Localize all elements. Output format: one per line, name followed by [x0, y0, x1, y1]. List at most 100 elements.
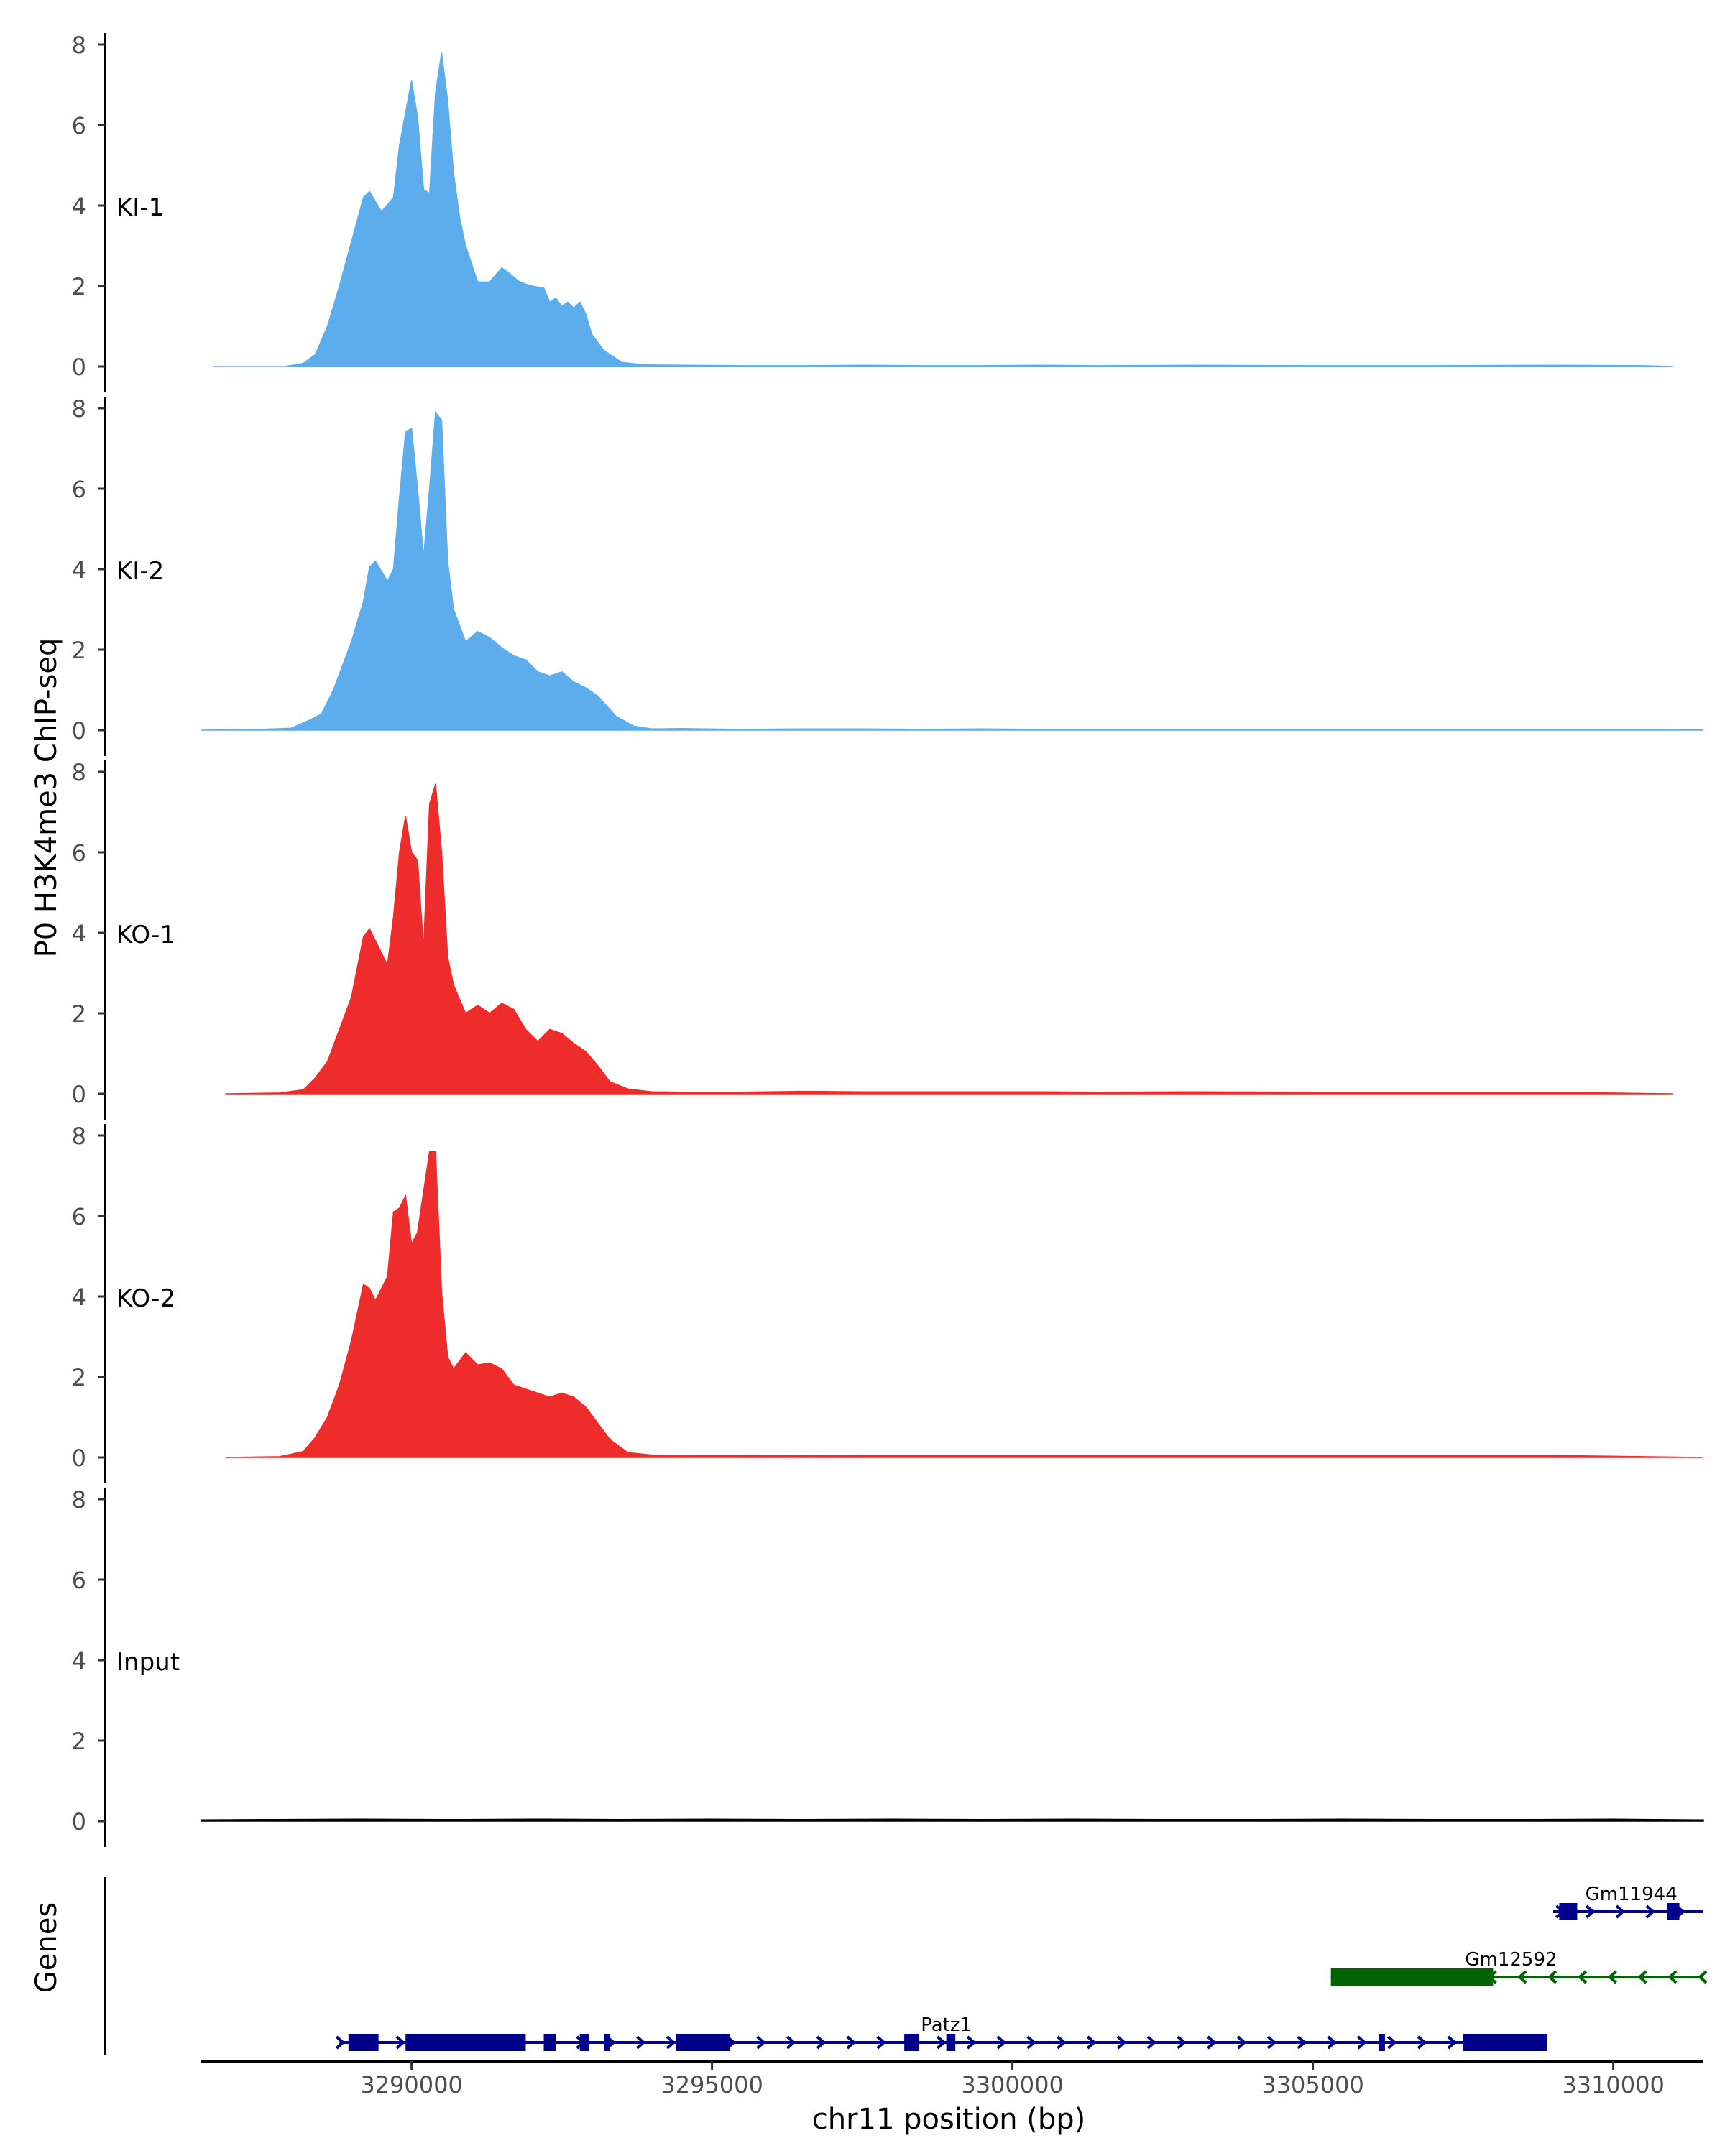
strand-arrow [1146, 2035, 1156, 2050]
strand-arrow [1697, 1970, 1708, 1984]
strand-arrow [1026, 2035, 1036, 2050]
x-tick-label: 3290000 [360, 2071, 463, 2099]
sample-label: KI-2 [116, 557, 164, 586]
track-input: 0 2 4 6 8 Input [72, 1486, 1704, 1847]
strand-arrow [1547, 1970, 1558, 1984]
strand-arrow [1086, 2035, 1097, 2050]
gene-gm12592: Gm12592 [1330, 1949, 1708, 1986]
strand-arrow [515, 2035, 526, 2050]
strand-arrow [876, 2035, 886, 2050]
strand-arrow [1177, 2035, 1187, 2050]
strand-arrow [546, 2035, 556, 2050]
strand-arrow [1607, 1970, 1617, 1984]
track-ki-1: 0 2 4 6 8 KI-1 [72, 32, 1674, 392]
y-tick-label: 8 [72, 395, 86, 423]
strand-arrow [936, 2035, 947, 2050]
signal-tracks: 0 2 4 6 8 KI-1 0 2 4 6 8 KI-2 0 2 4 6 8 KO-1 0 2 4 6 8 KO-2 0 2 4 6… [72, 32, 1704, 1847]
strand-arrow [606, 2035, 616, 2050]
strand-arrow [786, 2035, 796, 2050]
strand-arrow [1487, 1970, 1497, 1984]
strand-arrow [1537, 2035, 1547, 2050]
strand-arrow [966, 2035, 977, 2050]
y-tick-label: 8 [72, 759, 86, 786]
strand-arrow [1645, 1904, 1655, 1919]
y-tick-label: 6 [72, 1567, 86, 1594]
y-tick-label: 0 [72, 1081, 86, 1108]
track-ko-1: 0 2 4 6 8 KO-1 [72, 759, 1674, 1120]
y-tick-label: 4 [72, 920, 86, 947]
strand-arrow [1555, 1904, 1565, 1919]
x-tick-label: 3300000 [961, 2071, 1064, 2099]
gene-patz1: Patz1 [335, 2014, 1547, 2051]
y-tick-label: 4 [72, 556, 86, 584]
y-tick-label: 8 [72, 1123, 86, 1150]
gene-name-label: Patz1 [921, 2014, 972, 2036]
strand-arrow [846, 2035, 856, 2050]
strand-arrow [426, 2035, 436, 2050]
y-tick-label: 0 [72, 1445, 86, 1472]
strand-arrow [365, 2035, 376, 2050]
signal-area [225, 783, 1674, 1095]
strand-arrow [395, 2035, 405, 2050]
gene-exon [1463, 2034, 1547, 2051]
strand-arrow [1447, 2035, 1457, 2050]
signal-area [201, 410, 1704, 731]
sample-label: KO-2 [116, 1284, 175, 1313]
strand-arrow [1585, 1904, 1596, 1919]
signal-area [213, 52, 1674, 367]
y-tick-label: 2 [72, 637, 86, 664]
x-tick-label: 3295000 [661, 2071, 763, 2099]
y-tick-label: 8 [72, 32, 86, 59]
strand-arrow [635, 2035, 646, 2050]
x-tick-label: 3310000 [1562, 2071, 1665, 2099]
y-tick-label: 0 [72, 1808, 86, 1835]
y-tick-label: 2 [72, 1000, 86, 1028]
strand-arrow [1266, 2035, 1277, 2050]
strand-arrow [1207, 2035, 1217, 2050]
x-tick-label: 3305000 [1261, 2071, 1364, 2099]
strand-arrow [576, 2035, 586, 2050]
strand-arrow [906, 2035, 916, 2050]
strand-arrow [456, 2035, 466, 2050]
y-axis-title: P0 H3K4me3 ChIP-seq [30, 638, 63, 958]
gene-track: Gm11944 Gm12592 Patz1 [104, 1877, 1708, 2055]
y-tick-label: 4 [72, 193, 86, 220]
y-tick-label: 6 [72, 476, 86, 503]
gene-name-label: Gm11944 [1586, 1884, 1678, 1905]
y-tick-label: 0 [72, 717, 86, 745]
sample-label: Input [116, 1648, 180, 1677]
gene-gm11944: Gm11944 [1553, 1884, 1703, 1920]
y-tick-label: 6 [72, 112, 86, 139]
strand-arrow [1236, 2035, 1247, 2050]
strand-arrow [485, 2035, 496, 2050]
strand-arrow [1668, 1970, 1678, 1984]
strand-arrow [1057, 2035, 1067, 2050]
y-tick-label: 2 [72, 273, 86, 300]
y-tick-label: 2 [72, 1728, 86, 1755]
strand-arrow [1577, 1970, 1588, 1984]
y-tick-label: 4 [72, 1284, 86, 1311]
strand-arrow [1417, 2035, 1427, 2050]
signal-area [225, 1151, 1704, 1458]
strand-arrow [1477, 2035, 1487, 2050]
gene-exon [1379, 2034, 1385, 2051]
strand-arrow [816, 2035, 827, 2050]
gene-exon [1330, 1968, 1494, 1986]
sample-label: KO-1 [116, 921, 175, 949]
y-tick-label: 4 [72, 1647, 86, 1674]
strand-arrow [1116, 2035, 1127, 2050]
strand-arrow [1327, 2035, 1337, 2050]
genes-axis-title: Genes [30, 1902, 63, 1993]
track-ko-2: 0 2 4 6 8 KO-2 [72, 1123, 1704, 1483]
strand-arrow [1675, 1904, 1685, 1919]
strand-arrow [1507, 2035, 1517, 2050]
strand-arrow [1517, 1970, 1527, 1984]
signal-area [201, 1818, 1704, 1822]
strand-arrow [1386, 2035, 1397, 2050]
strand-arrow [1297, 2035, 1307, 2050]
gene-name-label: Gm12592 [1465, 1949, 1557, 1971]
y-tick-label: 8 [72, 1486, 86, 1514]
track-ki-2: 0 2 4 6 8 KI-2 [72, 395, 1704, 756]
strand-arrow [996, 2035, 1006, 2050]
